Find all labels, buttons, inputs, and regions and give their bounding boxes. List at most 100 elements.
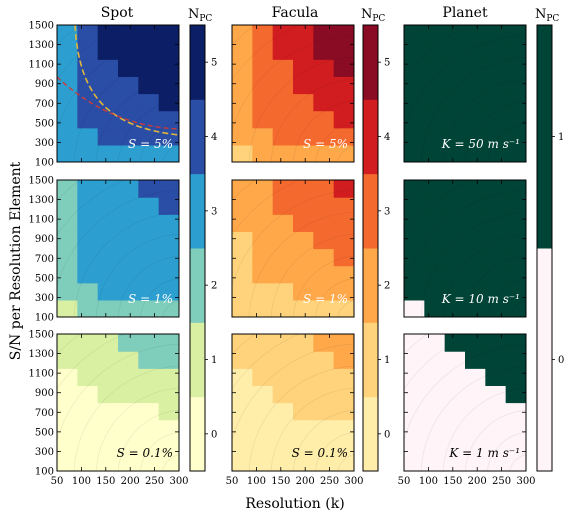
contour-line bbox=[270, 233, 354, 317]
heatmap-cell bbox=[77, 214, 99, 232]
heatmap-cell bbox=[293, 214, 314, 232]
y-tick-label: 700 bbox=[35, 99, 54, 110]
heatmap-cell bbox=[313, 59, 335, 77]
heatmap-cell bbox=[252, 76, 274, 95]
heatmap-cell bbox=[444, 351, 466, 369]
contour-line bbox=[442, 233, 526, 317]
heatmap-cell bbox=[77, 76, 99, 95]
heatmap-cell bbox=[444, 144, 466, 162]
heatmap-cell bbox=[465, 59, 486, 77]
contour-line bbox=[57, 189, 179, 288]
heatmap-cell bbox=[57, 368, 78, 386]
heatmap-cell bbox=[313, 419, 335, 438]
colorbar-segment bbox=[190, 99, 205, 175]
heatmap-cell bbox=[158, 436, 179, 455]
heatmap-cell bbox=[465, 351, 486, 369]
x-tick-label: 200 bbox=[296, 476, 315, 487]
heatmap-cell bbox=[293, 144, 314, 162]
heatmap-cell bbox=[272, 59, 294, 77]
heatmap-cell bbox=[57, 42, 78, 60]
heatmap-cell bbox=[158, 453, 179, 471]
heatmap-cell bbox=[158, 93, 179, 112]
heatmap-cell bbox=[293, 265, 314, 284]
heatmap-cell bbox=[118, 231, 139, 250]
contour-line bbox=[57, 34, 179, 133]
panel-annotation: S = 5% bbox=[303, 137, 348, 151]
contour-line bbox=[232, 180, 256, 201]
heatmap-cell bbox=[232, 144, 253, 162]
heatmap-cell bbox=[97, 42, 119, 60]
heatmap-cell bbox=[77, 385, 99, 404]
colorbar-segment bbox=[363, 248, 378, 323]
heatmap-cells bbox=[404, 180, 526, 317]
heatmap-cell bbox=[158, 248, 179, 267]
heatmap-cell bbox=[97, 265, 119, 284]
panel-facula-5: S = 5% bbox=[231, 24, 355, 163]
heatmap-cell bbox=[252, 368, 274, 386]
heatmap-cell bbox=[333, 453, 354, 471]
heatmap-cell bbox=[333, 25, 354, 43]
y-tick-label: 100 bbox=[35, 313, 54, 324]
heatmap-cell bbox=[333, 180, 354, 198]
heatmap-cell bbox=[444, 231, 466, 250]
contour-line bbox=[139, 431, 179, 471]
heatmap-cell bbox=[313, 265, 335, 284]
colorbar-tick-label: 3 bbox=[211, 206, 217, 217]
heatmap-cell bbox=[97, 76, 119, 95]
y-tick-label: 500 bbox=[35, 427, 54, 438]
heatmap-cell bbox=[252, 265, 274, 284]
heatmap-cells bbox=[404, 25, 526, 162]
heatmap-cell bbox=[272, 144, 294, 162]
heatmap-cell bbox=[465, 42, 486, 60]
heatmap-cell bbox=[465, 214, 486, 232]
heatmap-cell bbox=[293, 25, 314, 43]
colorbar-segment bbox=[363, 322, 378, 398]
colorbar-tick-label: 2 bbox=[211, 281, 217, 292]
colorbar-tick-label: 3 bbox=[384, 206, 390, 217]
col-title-facula: Facula bbox=[272, 5, 319, 21]
heatmap-cell bbox=[313, 436, 335, 455]
heatmap-cell bbox=[313, 76, 335, 95]
heatmap-cell bbox=[465, 144, 486, 162]
heatmap-cells bbox=[232, 180, 354, 317]
heatmap-cell bbox=[232, 110, 253, 129]
heatmap-cell bbox=[505, 25, 526, 43]
heatmap-cell bbox=[424, 42, 446, 60]
heatmap-cell bbox=[293, 42, 314, 60]
contour-line bbox=[337, 145, 354, 162]
panel-annotation: S = 1% bbox=[303, 292, 348, 306]
heatmap-cell bbox=[158, 25, 179, 43]
heatmap-cell bbox=[444, 299, 466, 317]
heatmap-cell bbox=[465, 197, 486, 215]
heatmap-cell bbox=[444, 282, 466, 301]
heatmap-cell bbox=[465, 248, 486, 267]
heatmap-cell bbox=[158, 110, 179, 129]
x-tick-label: 200 bbox=[121, 476, 140, 487]
heatmap-cell bbox=[272, 93, 294, 112]
heatmap-cell bbox=[404, 453, 425, 471]
heatmap-cell bbox=[424, 214, 446, 232]
heatmap-cell bbox=[404, 385, 425, 404]
heatmap-cell bbox=[252, 127, 274, 146]
heatmap-cell bbox=[485, 197, 507, 215]
heatmap-cell bbox=[444, 76, 466, 95]
heatmap-cell bbox=[232, 351, 253, 369]
heatmap-cell bbox=[272, 282, 294, 301]
heatmap-cell bbox=[313, 368, 335, 386]
colorbar-title: NPC bbox=[188, 7, 212, 24]
panel-facula-1: S = 1% bbox=[231, 179, 355, 318]
panel-spot-1: 100 300 500 700 900 1100 1300 1500 S = 1% bbox=[29, 176, 180, 324]
heatmap-cell bbox=[97, 180, 119, 198]
heatmap-cell bbox=[293, 127, 314, 146]
heatmap-cell bbox=[158, 385, 179, 404]
heatmap-cell bbox=[333, 368, 354, 386]
contour-line bbox=[162, 145, 179, 162]
heatmap-cell bbox=[293, 453, 314, 471]
heatmap-cell bbox=[57, 402, 78, 421]
colorbar-tick-label: 1 bbox=[558, 132, 564, 143]
contour-line bbox=[232, 34, 354, 133]
heatmap-cell bbox=[57, 197, 78, 215]
heatmap-cell bbox=[138, 299, 160, 317]
x-tick-label: 300 bbox=[516, 476, 535, 487]
heatmap-cell bbox=[97, 214, 119, 232]
